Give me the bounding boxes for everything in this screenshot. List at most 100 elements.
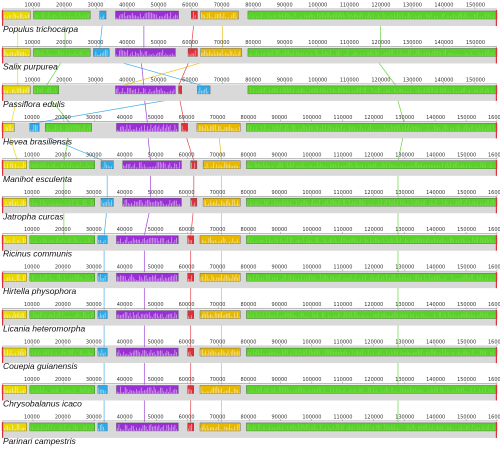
similarity-profile-bar bbox=[282, 200, 283, 207]
similarity-profile-bar bbox=[232, 392, 234, 394]
similarity-profile-bar bbox=[227, 313, 229, 319]
similarity-profile-bar bbox=[99, 239, 101, 244]
similarity-profile-bar bbox=[395, 350, 397, 357]
similarity-profile-bar bbox=[46, 15, 48, 19]
similarity-profile-bar bbox=[79, 204, 81, 207]
similarity-profile-bar bbox=[392, 426, 394, 431]
similarity-profile-bar bbox=[294, 241, 296, 244]
similarity-profile-bar bbox=[413, 388, 415, 394]
similarity-profile-bar bbox=[104, 352, 106, 357]
similarity-profile-bar bbox=[229, 241, 230, 244]
similarity-profile-bar bbox=[406, 425, 408, 431]
similarity-profile-bar bbox=[123, 391, 125, 394]
similarity-profile-bar bbox=[315, 202, 317, 207]
similarity-profile-bar bbox=[326, 129, 328, 132]
similarity-profile-bar bbox=[411, 424, 413, 431]
similarity-profile-bar bbox=[47, 424, 49, 431]
similarity-profile-bar bbox=[325, 391, 327, 394]
similarity-profile-bar bbox=[341, 124, 343, 132]
similarity-profile-bar bbox=[341, 204, 343, 207]
similarity-profile-bar bbox=[139, 239, 141, 244]
similarity-profile-bar bbox=[225, 16, 226, 19]
similarity-profile-bar bbox=[286, 200, 288, 207]
similarity-profile-bar bbox=[206, 425, 208, 431]
similarity-profile-bar bbox=[122, 88, 124, 94]
similarity-profile-bar bbox=[427, 15, 429, 19]
similarity-profile-bar bbox=[491, 164, 493, 169]
similarity-profile-bar bbox=[454, 91, 456, 94]
similarity-profile-bar bbox=[395, 276, 397, 282]
similarity-profile-bar bbox=[201, 12, 202, 19]
similarity-profile-bar bbox=[370, 165, 371, 169]
similarity-profile-bar bbox=[270, 279, 272, 282]
similarity-profile-bar bbox=[134, 129, 136, 132]
similarity-profile-bar bbox=[370, 238, 371, 244]
similarity-profile-bar bbox=[129, 351, 131, 357]
similarity-profile-bar bbox=[262, 353, 264, 357]
similarity-profile-bar bbox=[298, 317, 299, 319]
similarity-profile-bar bbox=[8, 15, 10, 19]
similarity-profile-bar bbox=[298, 205, 299, 207]
similarity-profile-bar bbox=[84, 166, 86, 169]
similarity-profile-bar bbox=[176, 314, 177, 319]
similarity-profile-bar bbox=[293, 275, 295, 282]
similarity-profile-bar bbox=[475, 392, 477, 394]
similarity-profile-bar bbox=[389, 16, 390, 19]
similarity-profile-bar bbox=[208, 203, 210, 207]
similarity-profile-bar bbox=[331, 127, 333, 132]
similarity-profile-bar bbox=[210, 427, 211, 431]
similarity-profile-bar bbox=[350, 388, 352, 394]
similarity-profile-bar bbox=[478, 242, 480, 244]
similarity-profile-bar bbox=[360, 388, 362, 394]
similarity-profile-bar bbox=[205, 87, 207, 94]
similarity-profile-bar bbox=[221, 16, 223, 19]
similarity-profile-bar bbox=[12, 163, 13, 169]
similarity-profile-bar bbox=[4, 163, 5, 169]
similarity-profile-bar bbox=[174, 312, 176, 319]
ruler-tick-label: 80000 bbox=[241, 152, 257, 158]
similarity-profile-bar bbox=[167, 13, 168, 19]
similarity-profile-bar bbox=[163, 425, 165, 431]
similarity-profile-bar bbox=[461, 54, 462, 57]
similarity-profile-bar bbox=[342, 128, 344, 132]
similarity-profile-bar bbox=[315, 278, 317, 282]
genome-track: 10000 20000 30000 40000 50000 60000 70000 80000… bbox=[1, 40, 498, 71]
similarity-profile-bar bbox=[134, 391, 136, 394]
similarity-profile-bar bbox=[422, 129, 424, 132]
similarity-profile-bar bbox=[266, 312, 267, 319]
similarity-profile-bar bbox=[23, 275, 24, 282]
similarity-profile-bar bbox=[98, 239, 100, 244]
similarity-profile-bar bbox=[227, 127, 229, 132]
similarity-profile-bar bbox=[131, 51, 133, 57]
similarity-profile-bar bbox=[234, 351, 235, 357]
similarity-profile-bar bbox=[209, 167, 211, 169]
similarity-profile-bar bbox=[483, 17, 485, 19]
similarity-profile-bar bbox=[430, 53, 432, 57]
similarity-profile-bar bbox=[437, 88, 438, 94]
similarity-profile-bar bbox=[73, 204, 75, 207]
similarity-profile-bar bbox=[229, 387, 230, 394]
similarity-profile-bar bbox=[301, 424, 303, 431]
ruler-tick-label: 50000 bbox=[148, 152, 164, 158]
similarity-profile-bar bbox=[398, 316, 400, 319]
similarity-profile-bar bbox=[450, 237, 451, 244]
ruler-tick-label: 120000 bbox=[371, 3, 390, 9]
similarity-profile-bar bbox=[43, 12, 45, 19]
similarity-profile-bar bbox=[74, 125, 76, 132]
similarity-profile-bar bbox=[369, 14, 371, 19]
similarity-profile-bar bbox=[237, 277, 238, 282]
similarity-profile-bar bbox=[238, 167, 240, 169]
similarity-profile-bar bbox=[30, 390, 32, 394]
similarity-profile-bar bbox=[157, 52, 159, 57]
similarity-profile-bar bbox=[307, 354, 309, 357]
similarity-profile-bar bbox=[483, 314, 485, 319]
similarity-profile-bar bbox=[453, 239, 455, 244]
similarity-profile-bar bbox=[336, 240, 338, 244]
similarity-profile-bar bbox=[438, 166, 440, 169]
similarity-profile-bar bbox=[342, 200, 344, 207]
similarity-profile-bar bbox=[139, 49, 141, 57]
similarity-profile-bar bbox=[425, 52, 427, 57]
similarity-profile-bar bbox=[494, 54, 496, 57]
similarity-profile-bar bbox=[481, 52, 483, 57]
similarity-profile-bar bbox=[119, 92, 120, 94]
